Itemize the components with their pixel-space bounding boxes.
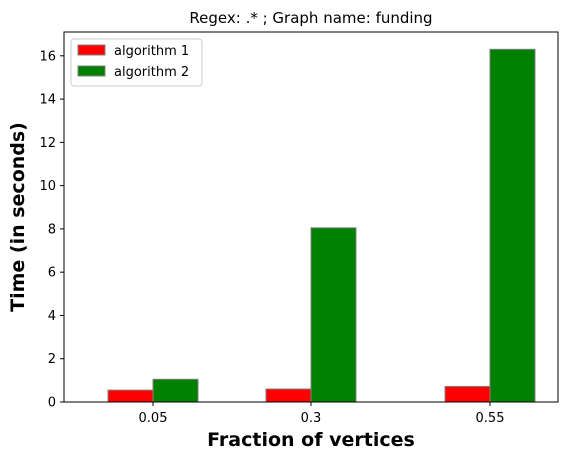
y-axis-label: Time (in seconds): [7, 122, 29, 312]
bars-layer: [107, 48, 536, 403]
bar-algorithm-2-0.3: [310, 227, 357, 403]
x-tick-label: 0.05: [139, 411, 168, 426]
legend-label: algorithm 2: [114, 65, 189, 80]
bar-algorithm-2-0.05: [152, 378, 199, 403]
legend-swatch-algorithm-2: [77, 65, 106, 77]
x-axis: 0.05 0.3 0.55: [139, 402, 505, 426]
bar-algorithm-1-0.55: [444, 385, 491, 403]
bar-algorithm-1-0.3: [265, 388, 312, 403]
chart-title: Regex: .* ; Graph name: funding: [189, 9, 432, 27]
y-tick-label: 4: [48, 309, 56, 324]
x-tick-label: 0.3: [301, 411, 322, 426]
y-tick-label: 14: [39, 93, 56, 108]
bar-algorithm-2-0.55: [489, 48, 536, 403]
y-tick-label: 10: [39, 179, 56, 194]
y-tick-label: 16: [39, 49, 56, 64]
y-tick-label: 6: [48, 266, 56, 281]
legend-swatch-algorithm-1: [77, 44, 106, 56]
bar-algorithm-1-0.05: [107, 389, 154, 403]
y-tick-label: 0: [48, 396, 56, 411]
y-tick-label: 2: [48, 352, 56, 367]
y-axis: 0 2 4 6 8 10 12 14 16: [39, 49, 64, 411]
x-axis-label: Fraction of vertices: [207, 429, 415, 451]
x-tick-label: 0.55: [476, 411, 505, 426]
legend: algorithm 1 algorithm 2: [70, 38, 203, 87]
legend-label: algorithm 1: [114, 44, 189, 59]
y-tick-label: 12: [39, 136, 56, 151]
y-tick-label: 8: [48, 222, 56, 237]
